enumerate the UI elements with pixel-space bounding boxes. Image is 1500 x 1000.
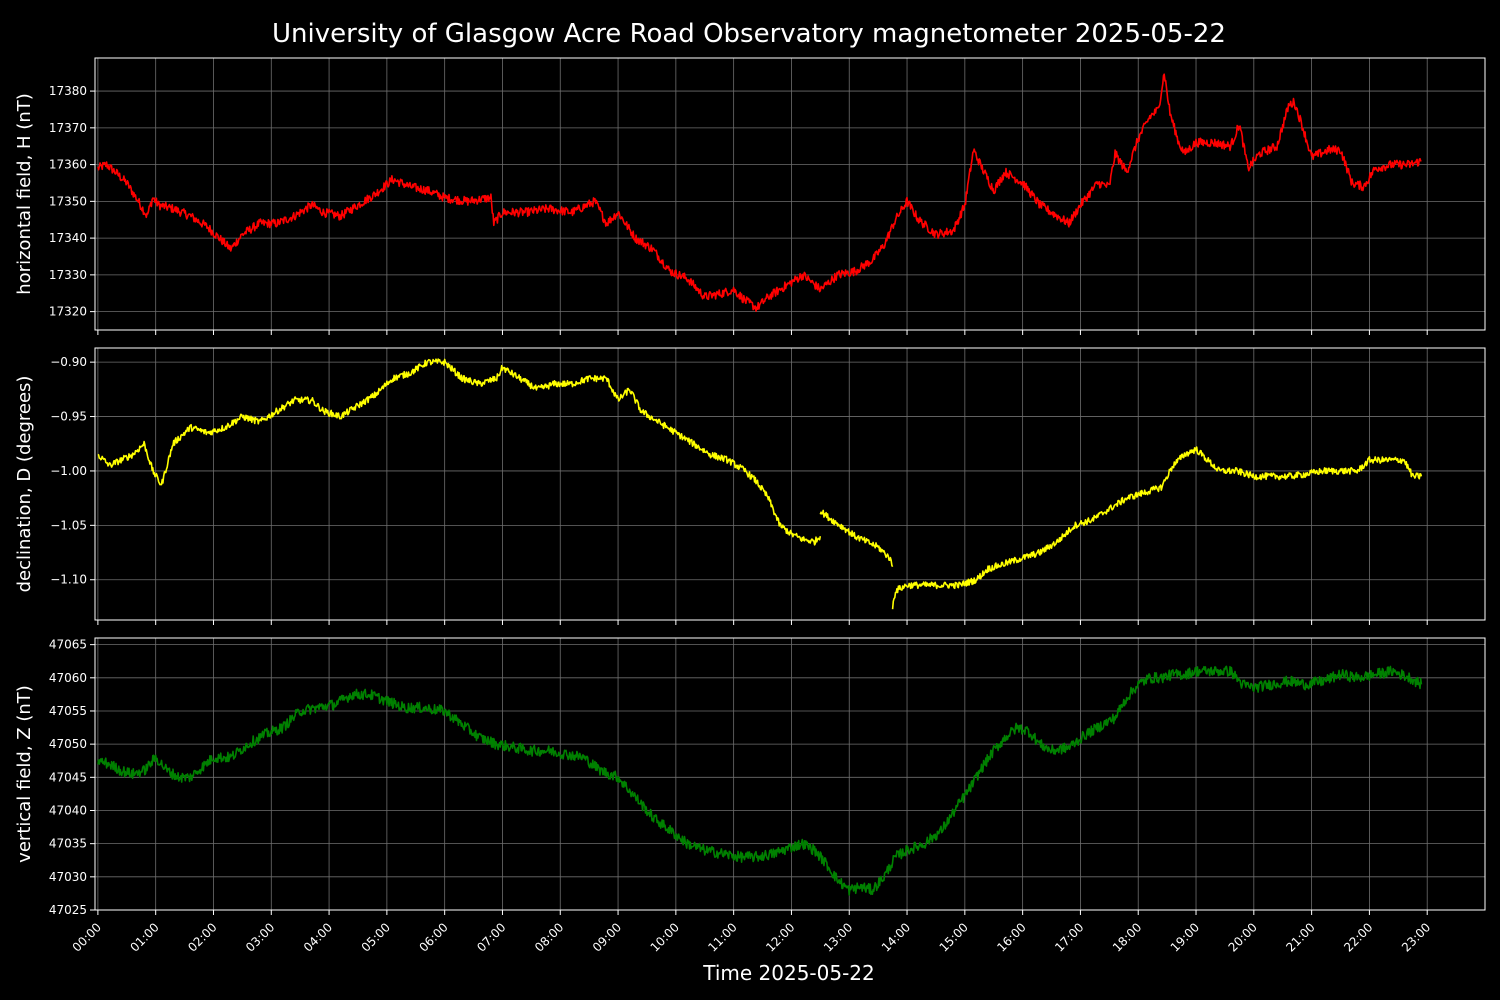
panel-z: 47025 47030 47035 47040 47045 47050 47055 47060… — [14, 637, 1486, 917]
y-tick-label: −0.95 — [50, 410, 87, 424]
y-tick-label: 47035 — [49, 837, 87, 851]
series-line-z — [97, 665, 1423, 896]
axes-frame — [94, 637, 1486, 911]
panel-h: 17320 17330 17340 17350 17360 17370 17380 horiz… — [14, 57, 1486, 335]
y-tick-label: 47065 — [49, 638, 87, 652]
y-tick-label: −0.90 — [50, 355, 87, 369]
series-line-d — [97, 358, 822, 546]
axes-frame — [94, 57, 1486, 331]
series-line-d — [819, 509, 894, 568]
y-tick-label: 17340 — [49, 231, 87, 245]
y-tick-label: 47025 — [49, 903, 87, 917]
y-tick-label: 47030 — [49, 870, 87, 884]
y-tick-label: −1.10 — [50, 573, 87, 587]
y-axis-label: declination, D (degrees) — [14, 376, 35, 593]
y-axis-label: horizontal field, H (nT) — [14, 93, 35, 295]
y-tick-label: 47045 — [49, 770, 87, 784]
y-tick-label: −1.05 — [50, 518, 87, 532]
y-tick-label: 47055 — [49, 704, 87, 718]
y-tick-label: 47050 — [49, 737, 87, 751]
y-tick-label: 47040 — [49, 803, 87, 817]
chart-title: University of Glasgow Acre Road Observat… — [272, 19, 1226, 49]
y-tick-label: 17370 — [49, 121, 87, 135]
y-axis-label: vertical field, Z (nT) — [14, 685, 35, 863]
y-tick-label: 17380 — [49, 84, 87, 98]
y-tick-label: 17350 — [49, 194, 87, 208]
y-tick-label: 47060 — [49, 671, 87, 685]
y-tick-label: 17360 — [49, 158, 87, 172]
series-line-h — [97, 73, 1422, 312]
axes-frame — [94, 347, 1486, 621]
y-tick-label: −1.00 — [50, 464, 87, 478]
y-tick-label: 17320 — [49, 305, 87, 319]
series-line-d — [891, 446, 1423, 610]
x-axis-label: Time 2025-05-22 — [702, 961, 875, 985]
panel-d: −0.90 −0.95 −1.00 −1.05 −1.10 declination, D … — [14, 347, 1486, 625]
y-tick-label: 17330 — [49, 268, 87, 282]
